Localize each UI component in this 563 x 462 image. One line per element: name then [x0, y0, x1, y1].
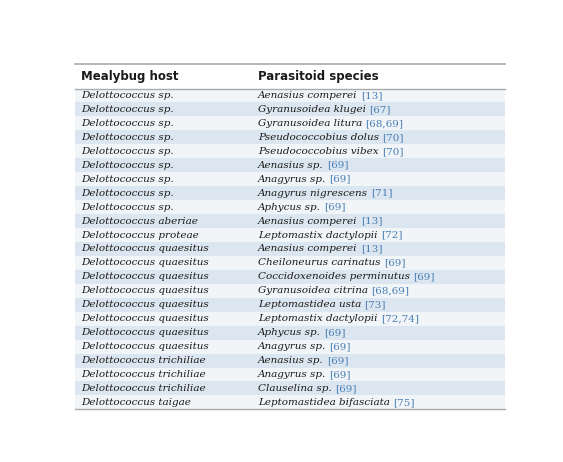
- Bar: [75, 144, 504, 158]
- Text: Delottococcus aberiae: Delottococcus aberiae: [81, 217, 198, 225]
- Text: Delottococcus quaesitus: Delottococcus quaesitus: [81, 314, 209, 323]
- Text: Aenasius comperei: Aenasius comperei: [258, 217, 361, 225]
- Text: [72]: [72]: [381, 231, 402, 239]
- Bar: [75, 242, 504, 256]
- Bar: [75, 270, 504, 284]
- Text: Delottococcus quaesitus: Delottococcus quaesitus: [81, 342, 209, 351]
- Bar: [75, 368, 504, 382]
- Text: Aenasius sp.: Aenasius sp.: [258, 356, 327, 365]
- Text: Coccidoxenoides perminutus: Coccidoxenoides perminutus: [258, 273, 413, 281]
- Bar: [75, 130, 504, 144]
- Bar: [75, 103, 504, 116]
- Text: [75]: [75]: [393, 398, 414, 407]
- Text: Parasitoid species: Parasitoid species: [258, 70, 379, 83]
- Text: Anagyrus nigrescens: Anagyrus nigrescens: [258, 188, 371, 198]
- Text: [69]: [69]: [329, 175, 351, 184]
- Text: Delottococcus quaesitus: Delottococcus quaesitus: [81, 273, 209, 281]
- Text: [69]: [69]: [413, 273, 435, 281]
- Bar: [75, 172, 504, 186]
- Text: Gyranusoidea klugei: Gyranusoidea klugei: [258, 105, 369, 114]
- Bar: [75, 158, 504, 172]
- Bar: [75, 382, 504, 395]
- Text: [70]: [70]: [382, 147, 403, 156]
- Text: Anagyrus sp.: Anagyrus sp.: [258, 342, 329, 351]
- Text: [69]: [69]: [384, 258, 405, 267]
- Bar: [75, 395, 504, 409]
- Text: Delottococcus sp.: Delottococcus sp.: [81, 147, 174, 156]
- Text: Delottococcus quaesitus: Delottococcus quaesitus: [81, 328, 209, 337]
- Text: Delottococcus taigae: Delottococcus taigae: [81, 398, 191, 407]
- Text: [13]: [13]: [361, 217, 382, 225]
- Text: Delottococcus proteae: Delottococcus proteae: [81, 231, 199, 239]
- Text: Delottococcus sp.: Delottococcus sp.: [81, 175, 174, 184]
- Text: [69]: [69]: [324, 203, 346, 212]
- Text: Delottococcus quaesitus: Delottococcus quaesitus: [81, 286, 209, 295]
- Bar: [75, 298, 504, 312]
- Bar: [75, 228, 504, 242]
- Text: Delottococcus trichiliae: Delottococcus trichiliae: [81, 370, 206, 379]
- Text: Delottococcus sp.: Delottococcus sp.: [81, 188, 174, 198]
- Text: Mealybug host: Mealybug host: [81, 70, 179, 83]
- Bar: [75, 340, 504, 353]
- Bar: [75, 312, 504, 326]
- Text: [73]: [73]: [364, 300, 386, 309]
- Text: Clauselina sp.: Clauselina sp.: [258, 384, 335, 393]
- Bar: [75, 256, 504, 270]
- Text: Delottococcus sp.: Delottococcus sp.: [81, 161, 174, 170]
- Text: Leptomastix dactylopii: Leptomastix dactylopii: [258, 231, 381, 239]
- Text: [71]: [71]: [371, 188, 393, 198]
- Text: Leptomastix dactylopii: Leptomastix dactylopii: [258, 314, 381, 323]
- Text: Gyranusoidea citrina: Gyranusoidea citrina: [258, 286, 371, 295]
- Bar: [75, 186, 504, 200]
- Text: [69]: [69]: [329, 342, 351, 351]
- Text: Pseudococcobius vibex: Pseudococcobius vibex: [258, 147, 382, 156]
- Text: Delottococcus sp.: Delottococcus sp.: [81, 203, 174, 212]
- Text: Pseudococcobius dolus: Pseudococcobius dolus: [258, 133, 382, 142]
- Bar: [75, 353, 504, 368]
- Text: Leptomastidea bifasciata: Leptomastidea bifasciata: [258, 398, 393, 407]
- Text: Cheiloneurus carinatus: Cheiloneurus carinatus: [258, 258, 384, 267]
- Text: Anagyrus sp.: Anagyrus sp.: [258, 370, 329, 379]
- Text: Delottococcus trichiliae: Delottococcus trichiliae: [81, 356, 206, 365]
- Text: Delottococcus sp.: Delottococcus sp.: [81, 91, 174, 100]
- Text: [13]: [13]: [361, 244, 382, 254]
- Text: [69]: [69]: [327, 356, 348, 365]
- Text: [69]: [69]: [327, 161, 348, 170]
- Bar: [75, 200, 504, 214]
- Text: [68,69]: [68,69]: [371, 286, 409, 295]
- Text: [69]: [69]: [329, 370, 351, 379]
- Text: Delottococcus sp.: Delottococcus sp.: [81, 105, 174, 114]
- Text: Delottococcus quaesitus: Delottococcus quaesitus: [81, 300, 209, 309]
- Text: Delottococcus sp.: Delottococcus sp.: [81, 133, 174, 142]
- Text: [69]: [69]: [335, 384, 356, 393]
- Text: Aphycus sp.: Aphycus sp.: [258, 203, 324, 212]
- Text: Gyranusoidea litura: Gyranusoidea litura: [258, 119, 365, 128]
- Text: [67]: [67]: [369, 105, 391, 114]
- Bar: [75, 214, 504, 228]
- Text: Aenasius comperei: Aenasius comperei: [258, 91, 361, 100]
- Text: Delottococcus quaesitus: Delottococcus quaesitus: [81, 244, 209, 254]
- Text: Delottococcus quaesitus: Delottococcus quaesitus: [81, 258, 209, 267]
- Bar: [75, 64, 504, 89]
- Text: [72,74]: [72,74]: [381, 314, 419, 323]
- Text: [68,69]: [68,69]: [365, 119, 404, 128]
- Text: [13]: [13]: [361, 91, 382, 100]
- Text: Delottococcus trichiliae: Delottococcus trichiliae: [81, 384, 206, 393]
- Text: Aenasius sp.: Aenasius sp.: [258, 161, 327, 170]
- Text: [69]: [69]: [324, 328, 346, 337]
- Text: Delottococcus sp.: Delottococcus sp.: [81, 119, 174, 128]
- Text: Aphycus sp.: Aphycus sp.: [258, 328, 324, 337]
- Bar: [75, 326, 504, 340]
- Text: Anagyrus sp.: Anagyrus sp.: [258, 175, 329, 184]
- Bar: [75, 116, 504, 130]
- Text: Leptomastidea usta: Leptomastidea usta: [258, 300, 364, 309]
- Bar: [75, 89, 504, 103]
- Text: Aenasius comperei: Aenasius comperei: [258, 244, 361, 254]
- Text: [70]: [70]: [382, 133, 404, 142]
- Bar: [75, 284, 504, 298]
